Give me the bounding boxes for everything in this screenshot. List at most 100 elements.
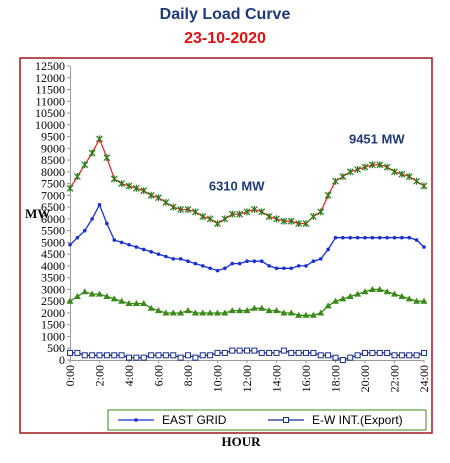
data-point [169,309,177,316]
data-point [134,418,138,422]
y-tick-label: 5500 [41,224,65,238]
data-point [398,352,405,359]
data-point [258,208,266,216]
data-point [392,235,397,240]
data-point [206,215,214,223]
data-point [341,235,345,240]
data-point [156,252,161,256]
data-point [376,161,384,169]
data-point [96,135,103,143]
data-point [273,349,280,356]
x-tick-label: 14:00 [270,365,284,392]
data-point [324,191,332,199]
data-point [214,349,221,356]
data-point [377,235,382,240]
data-point [413,352,420,359]
peak-annotation: 6310 MW [209,179,265,194]
data-point [280,309,288,316]
data-point [391,352,398,359]
data-point [376,349,383,356]
y-tick-label: 10000 [35,118,65,132]
data-point [363,235,367,240]
y-tick-label: 4500 [41,247,65,261]
data-point [214,220,221,228]
data-point [88,290,96,297]
data-point [208,266,212,271]
data-point [339,295,347,302]
data-point [223,266,227,271]
data-point [326,247,330,252]
data-point [250,304,258,311]
data-point [66,297,74,304]
data-point [400,235,404,240]
data-point [283,417,289,423]
data-point [66,184,74,192]
data-point [420,182,428,190]
data-point [332,354,339,361]
data-point [295,349,302,356]
data-point [88,149,96,157]
x-tick-label: 22:00 [388,365,402,392]
data-point [324,302,332,309]
y-tick-label: 8500 [41,153,65,167]
data-point [191,309,199,316]
data-point [362,349,368,356]
data-point [259,259,264,264]
y-tick-label: 2500 [41,294,65,308]
data-point [200,264,205,268]
data-point [199,352,206,359]
data-point [97,202,102,207]
data-point [289,266,294,271]
data-point [82,228,87,233]
data-point [398,170,406,178]
series-0 [66,135,428,228]
x-tick-label: 10:00 [211,365,225,392]
data-point [125,300,133,307]
data-point [347,354,354,361]
data-point [346,168,354,176]
data-point [81,161,89,169]
data-point [184,307,192,314]
data-point [228,210,236,218]
data-point [405,173,413,181]
y-tick-label: 9000 [41,141,65,155]
data-point [199,309,207,316]
y-tick-label: 10500 [35,106,65,120]
data-point [368,285,376,292]
data-point [383,288,391,295]
data-point [111,352,118,359]
data-point [155,194,162,202]
data-point [75,235,80,240]
data-point [370,235,375,240]
y-tick-label: 7500 [41,177,65,191]
data-point [221,215,229,223]
data-point [295,311,303,318]
data-point [133,354,140,361]
y-tick-label: 11500 [35,83,65,97]
data-point [73,173,81,181]
data-point [287,309,295,316]
data-point [332,177,339,185]
data-point [221,349,228,356]
data-point [317,309,325,316]
data-point [132,184,140,192]
data-point [273,307,280,314]
data-point [309,213,317,221]
data-point [162,309,170,316]
data-point [170,352,177,359]
data-point [339,357,346,363]
data-point [125,182,133,190]
data-point [304,264,308,268]
data-point [140,354,147,361]
data-point [177,309,185,316]
data-point [413,177,421,185]
legend-box [107,409,427,431]
data-point [296,264,301,268]
data-point [236,347,243,354]
x-tick-label: 12:00 [240,365,254,392]
x-tick-label: 2:00 [93,365,107,386]
data-point [207,352,214,359]
peak-annotation: 9451 MW [349,132,405,147]
data-point [368,161,376,169]
